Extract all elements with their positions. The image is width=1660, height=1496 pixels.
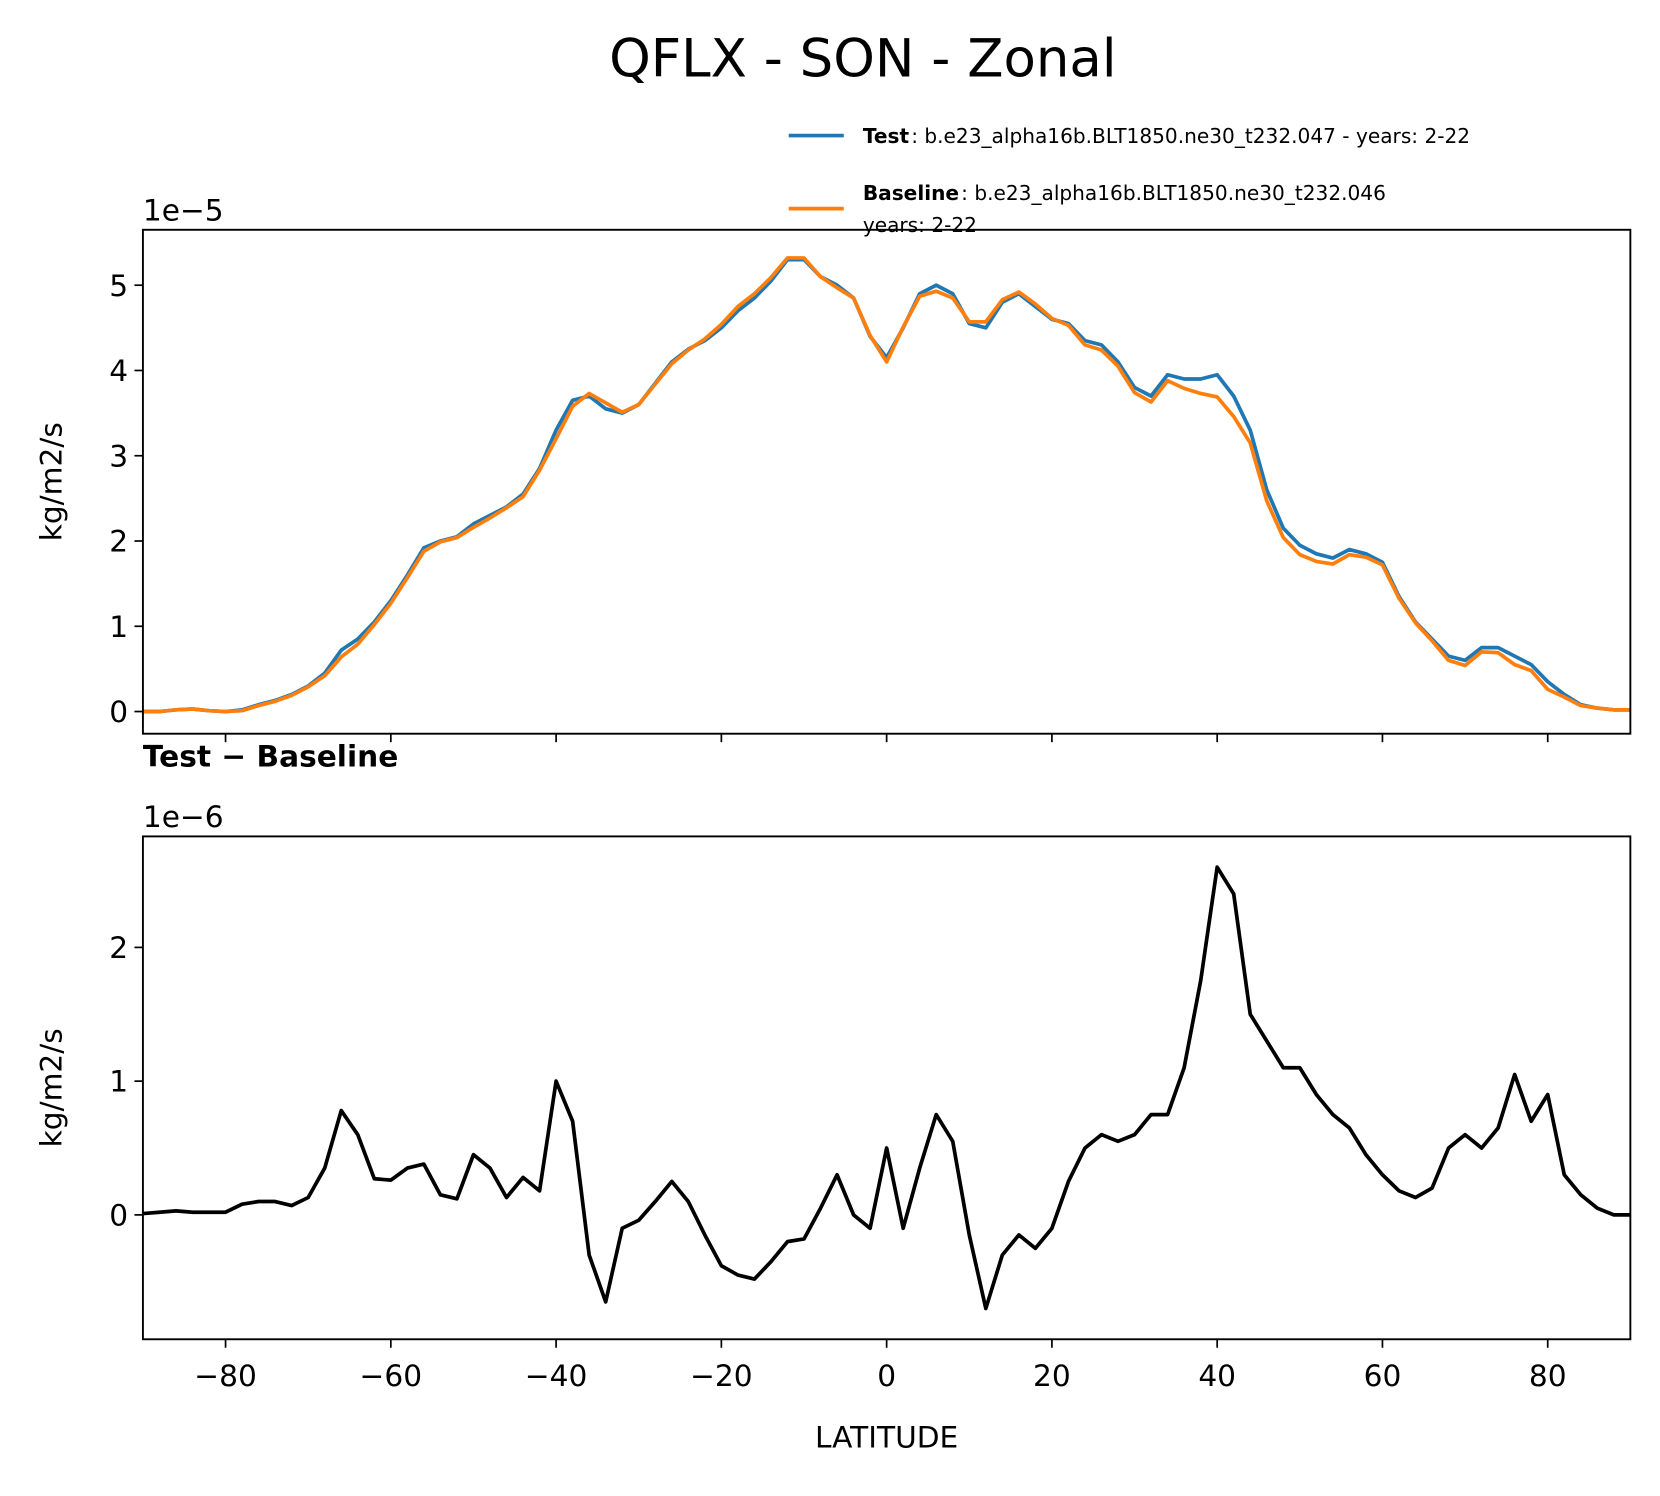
legend-label: years: 2-22 (863, 213, 977, 237)
y-tick-label: 1 (109, 609, 128, 644)
x-tick-label: 80 (1529, 1358, 1567, 1393)
x-axis-label: LATITUDE (815, 1419, 958, 1454)
axes-frame (141, 835, 1632, 1341)
y-tick-label: 2 (109, 930, 128, 965)
subplot-title: Test − Baseline (143, 739, 398, 774)
data-line (142, 257, 1631, 714)
y-tick-label: 1 (109, 1064, 128, 1099)
y-tick-label: 3 (109, 438, 128, 473)
x-tick-label: 20 (1033, 1358, 1071, 1393)
y-axis-label: kg/m2/s (33, 422, 68, 541)
y-tick-label: 2 (109, 524, 128, 559)
legend-name: Baseline (863, 181, 959, 205)
legend-name: Test (863, 124, 910, 148)
legend-label: : b.e23_alpha16b.BLT1850.ne30_t232.046 (961, 181, 1386, 205)
y-tick-label: 5 (109, 268, 128, 303)
x-tick-label: −20 (690, 1358, 753, 1393)
y-axis-label: kg/m2/s (33, 1028, 68, 1147)
offset-label: 1e−6 (143, 799, 224, 834)
data-line (142, 865, 1631, 1311)
offset-label: 1e−5 (143, 192, 224, 227)
x-tick-label: 40 (1198, 1358, 1236, 1393)
axes-frame (141, 228, 1632, 735)
x-tick-label: −40 (525, 1358, 588, 1393)
x-tick-label: −80 (194, 1358, 257, 1393)
y-tick-label: 4 (109, 353, 128, 388)
figure-title: QFLX - SON - Zonal (609, 28, 1116, 89)
data-line (142, 256, 1631, 714)
x-tick-label: −60 (360, 1358, 423, 1393)
x-tick-label: 60 (1364, 1358, 1402, 1393)
legend-label: : b.e23_alpha16b.BLT1850.ne30_t232.047 -… (911, 124, 1470, 148)
y-tick-label: 0 (109, 694, 128, 729)
y-tick-label: 0 (109, 1197, 128, 1232)
x-tick-label: 0 (877, 1358, 896, 1393)
